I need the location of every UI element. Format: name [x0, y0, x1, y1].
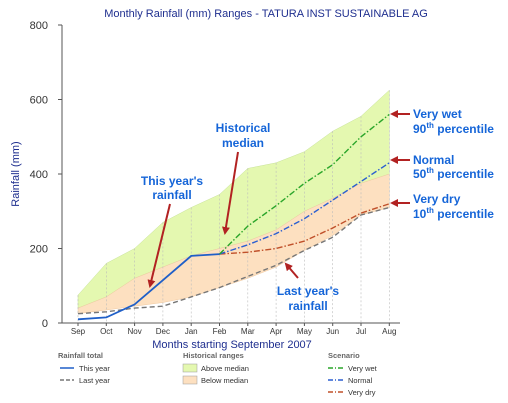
legend-label-very-wet: Very wet — [348, 364, 378, 373]
x-tick-label-sep: Sep — [71, 327, 86, 336]
legend-heading-historical-ranges: Historical ranges — [183, 351, 244, 360]
annotation-very-wet: Very wet 90th percentile — [390, 107, 494, 136]
annotation-this-year-line2: rainfall — [152, 188, 191, 202]
x-tick-label-nov: Nov — [127, 327, 141, 336]
x-tick-label-feb: Feb — [213, 327, 227, 336]
x-tick-label-apr: Apr — [270, 327, 283, 336]
annotation-median-line2: median — [222, 136, 264, 150]
legend-scenario: Scenario Very wet Normal Very dry — [328, 351, 378, 397]
annotation-historical-median: Historical median — [216, 121, 271, 235]
annotation-median-line1: Historical — [216, 121, 271, 135]
legend-label-this-year: This year — [79, 364, 110, 373]
annotation-this-year-arrow — [147, 203, 171, 288]
normal-rest: percentile — [434, 167, 494, 181]
x-tick-label-may: May — [297, 327, 312, 336]
legend-label-below-median: Below median — [201, 376, 248, 385]
very-wet-rest: percentile — [434, 122, 494, 136]
annotation-last-year-arrow — [284, 262, 299, 279]
very-wet-num: 90 — [413, 122, 427, 136]
x-tick-label-dec: Dec — [156, 327, 170, 336]
y-ticks: 0 200 400 600 800 — [30, 20, 62, 330]
series-lines — [77, 113, 390, 321]
legend-rainfall-total: Rainfall total This year Last year — [58, 351, 110, 385]
annotation-normal: Normal 50th percentile — [390, 153, 494, 181]
x-tick-label-jul: Jul — [356, 327, 366, 336]
very-wet-sup: th — [426, 121, 434, 130]
annotation-normal-line2: 50th percentile — [413, 166, 494, 181]
chart-title: Monthly Rainfall (mm) Ranges - TATURA IN… — [104, 8, 428, 20]
legend-swatch-above-median — [182, 363, 198, 373]
annotation-very-wet-line1: Very wet — [413, 107, 462, 121]
legend-label-normal: Normal — [348, 376, 373, 385]
legend-swatch-below-median — [182, 375, 198, 385]
annotation-this-year: This year's rainfall — [141, 174, 204, 288]
very-dry-num: 10 — [413, 207, 427, 221]
legend-historical-ranges: Historical ranges Above median Below med… — [182, 351, 249, 385]
x-tick-label-jun: Jun — [326, 327, 339, 336]
very-dry-sup: th — [426, 206, 434, 215]
normal-sup: th — [426, 166, 434, 175]
x-tick-label-oct: Oct — [100, 327, 113, 336]
y-tick-label-600: 600 — [30, 95, 48, 107]
normal-num: 50 — [413, 167, 427, 181]
annotation-very-wet-line2: 90th percentile — [413, 121, 494, 136]
legend-label-last-year: Last year — [79, 376, 110, 385]
x-tick-label-mar: Mar — [241, 327, 255, 336]
annotation-last-year: Last year's rainfall — [277, 262, 340, 313]
x-tick-label-aug: Aug — [382, 327, 396, 336]
legend: Rainfall total This year Last year Histo… — [58, 351, 378, 397]
y-axis-label: Rainfall (mm) — [10, 141, 22, 206]
series-line-last-year — [77, 206, 390, 315]
series-line-normal — [219, 162, 390, 255]
y-tick-label-0: 0 — [42, 318, 48, 330]
annotation-last-year-line2: rainfall — [288, 299, 327, 313]
series-line-very-wet — [219, 113, 390, 255]
annotation-very-dry-line1: Very dry — [413, 192, 461, 206]
x-ticks: Sep Oct Nov Dec Jan Feb Mar Apr May Jun Jul Aug — [71, 323, 396, 336]
annotation-very-dry-line2: 10th percentile — [413, 206, 494, 221]
very-dry-rest: percentile — [434, 207, 494, 221]
x-axis-label: Months starting September 2007 — [152, 339, 312, 351]
y-tick-label-800: 800 — [30, 20, 48, 32]
annotation-normal-line1: Normal — [413, 153, 454, 167]
annotation-median-arrow — [222, 151, 239, 235]
annotation-last-year-line1: Last year's — [277, 284, 340, 298]
x-tick-label-jan: Jan — [185, 327, 198, 336]
series-line-this-year — [77, 253, 220, 321]
legend-label-above-median: Above median — [201, 364, 249, 373]
series-line-very-dry — [219, 203, 390, 255]
annotation-very-dry: Very dry 10th percentile — [390, 192, 494, 221]
legend-heading-scenario: Scenario — [328, 351, 360, 360]
y-tick-label-200: 200 — [30, 244, 48, 256]
gridlines — [77, 90, 390, 323]
legend-heading-rainfall-total: Rainfall total — [58, 351, 103, 360]
y-tick-label-400: 400 — [30, 169, 48, 181]
legend-label-very-dry: Very dry — [348, 388, 376, 397]
annotation-this-year-line1: This year's — [141, 174, 204, 188]
